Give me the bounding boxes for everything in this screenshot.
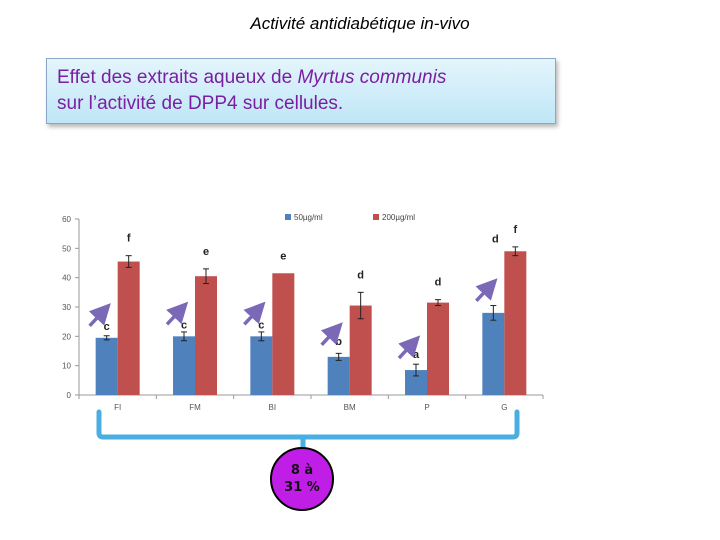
badge-line1: 8 à xyxy=(290,463,314,478)
bar-200µg/ml-G xyxy=(504,251,527,395)
bar-200µg/ml-FI xyxy=(117,261,140,395)
legend-label: 50µg/ml xyxy=(294,213,323,222)
y-tick-label: 0 xyxy=(67,391,72,400)
significance-letter: b xyxy=(335,336,342,348)
bar-50µg/ml-BI xyxy=(250,336,273,395)
bar-50µg/ml-P xyxy=(405,370,427,395)
bar-200µg/ml-BI xyxy=(272,273,295,395)
y-tick-label: 50 xyxy=(62,244,71,253)
significance-letter: c xyxy=(104,321,110,333)
y-tick-label: 30 xyxy=(62,303,71,312)
x-tick-label: G xyxy=(501,403,507,412)
trend-arrow xyxy=(320,322,343,347)
subtitle-text-line2: sur l’activité de DPP4 sur cellules. xyxy=(57,93,344,114)
bracket-layer xyxy=(96,409,520,449)
trend-arrow xyxy=(88,303,111,327)
significance-letter: f xyxy=(127,233,131,245)
x-tick-label: FM xyxy=(189,403,201,412)
percentage-badge: 8 à 31 % xyxy=(270,447,334,511)
significance-letter: f xyxy=(513,224,517,236)
significance-letter: d xyxy=(435,277,442,289)
trend-arrow xyxy=(475,278,498,303)
significance-letter: d xyxy=(492,233,499,245)
significance-letter: e xyxy=(280,250,286,262)
legend-label: 200µg/ml xyxy=(382,213,415,222)
subtitle-box: Effet des extraits aqueux de Myrtus comm… xyxy=(46,58,556,124)
significance-letter: c xyxy=(258,319,264,331)
trend-arrow xyxy=(397,335,421,360)
subtitle-species: Myrtus communis xyxy=(297,67,447,88)
x-tick-label: BI xyxy=(269,403,277,412)
x-tick-label: BM xyxy=(344,403,356,412)
subtitle-text: Effet des extraits aqueux de xyxy=(57,67,298,88)
legend-swatch xyxy=(285,214,291,220)
bar-200µg/ml-FM xyxy=(195,276,217,395)
y-tick-label: 10 xyxy=(62,362,71,371)
y-tick-label: 20 xyxy=(62,332,71,341)
significance-letter: d xyxy=(357,269,364,281)
bar-200µg/ml-P xyxy=(427,302,449,395)
badge-line2: 31 % xyxy=(284,480,320,495)
bar-50µg/ml-G xyxy=(482,312,505,395)
bar-50µg/ml-FI xyxy=(95,337,118,395)
trend-arrow xyxy=(243,301,266,326)
x-tick-label: P xyxy=(424,403,429,412)
page-title: Activité antidiabétique in-vivo xyxy=(250,14,470,33)
y-tick-label: 40 xyxy=(62,274,71,283)
significance-letter: a xyxy=(413,349,420,361)
y-tick-label: 60 xyxy=(62,215,71,224)
x-tick-label: FI xyxy=(114,403,121,412)
significance-letter: e xyxy=(203,246,209,258)
significance-letter: c xyxy=(181,319,187,331)
bar-200µg/ml-BM xyxy=(349,305,372,395)
bracket-line xyxy=(96,409,520,440)
bar-50µg/ml-BM xyxy=(327,356,350,395)
bar-50µg/ml-FM xyxy=(173,336,195,395)
legend-swatch xyxy=(373,214,379,220)
plot-area: 0 10 20 30 40 50 60 FI FM BI BM P G 50µg/ml 200µg/ml c c… xyxy=(62,213,544,412)
trend-arrow xyxy=(165,301,189,326)
